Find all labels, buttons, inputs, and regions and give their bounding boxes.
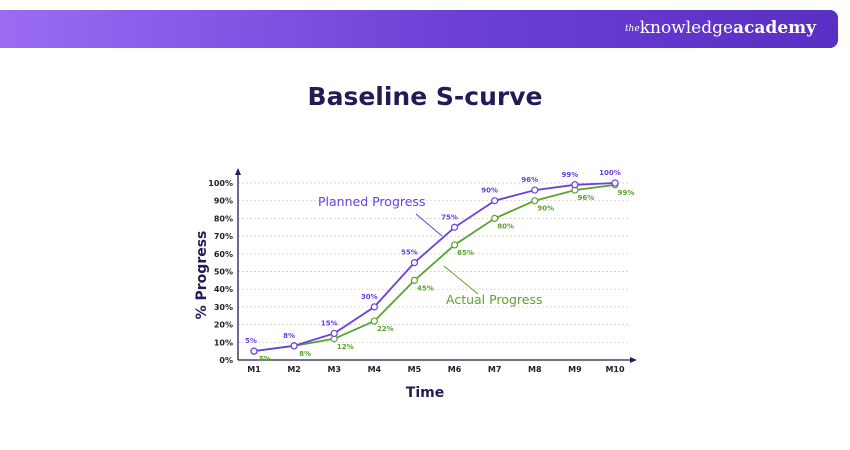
x-tick-label: M2 [287, 365, 301, 374]
actual-progress-point [450, 241, 459, 249]
planned-data-label: 96% [521, 176, 538, 184]
actual-progress-point [370, 317, 378, 325]
planned-progress-point [611, 179, 619, 187]
y-tick-label: 50% [214, 268, 233, 277]
x-tick-label: M10 [605, 365, 625, 374]
planned-progress-point [571, 181, 579, 189]
header-banner: theknowledgeacademy [0, 10, 838, 48]
actual-data-label: 8% [299, 350, 311, 358]
planned-progress-point [290, 342, 298, 350]
actual-data-label: 99% [618, 189, 635, 197]
y-tick-label: 60% [214, 250, 233, 259]
planned-data-label: 90% [481, 187, 498, 195]
planned-progress-point [370, 303, 378, 311]
brand-name-light: knowledge [639, 18, 734, 38]
actual-progress-point [410, 276, 419, 284]
planned-progress-line [253, 182, 616, 352]
y-tick-label: 20% [214, 321, 233, 330]
brand-prefix: the [624, 24, 640, 34]
x-tick-label: M3 [327, 365, 341, 374]
actual-data-label: 22% [377, 325, 394, 333]
actual-progress-annotation: Actual Progress [446, 292, 542, 307]
y-tick-label: 10% [214, 338, 233, 347]
y-axis-title: % Progress [194, 231, 210, 320]
actual-data-label: 65% [457, 249, 474, 257]
x-tick-label: M6 [448, 365, 462, 374]
y-tick-label: 100% [208, 179, 233, 188]
x-tick-label: M9 [568, 365, 582, 374]
x-tick-label: M7 [488, 365, 502, 374]
x-tick-label: M1 [247, 365, 261, 374]
actual-progress-point [491, 214, 499, 222]
planned-progress-point [531, 186, 539, 194]
planned-data-label: 15% [321, 319, 338, 327]
actual-annotation-leader [443, 265, 479, 295]
actual-data-label: 5% [259, 355, 271, 363]
planned-data-label: 55% [401, 249, 418, 257]
y-axis-arrow [235, 168, 241, 175]
y-tick-label: 80% [214, 214, 233, 223]
y-tick-label: 90% [214, 197, 233, 206]
x-tick-label: M8 [528, 365, 542, 374]
planned-data-label: 5% [245, 337, 257, 345]
y-tick-label: 0% [219, 356, 233, 365]
planned-progress-point [410, 259, 419, 267]
x-axis-arrow [630, 357, 637, 363]
actual-data-label: 90% [537, 205, 554, 213]
planned-data-label: 99% [562, 171, 579, 179]
planned-progress-point [250, 347, 258, 355]
actual-data-label: 12% [337, 343, 354, 351]
planned-data-label: 30% [361, 293, 378, 301]
page-title: Baseline S-curve [307, 82, 543, 111]
planned-data-label: 100% [599, 169, 621, 177]
planned-annotation-leader [415, 213, 443, 237]
brand-logo[interactable]: theknowledgeacademy [625, 18, 816, 38]
x-tick-label: M5 [408, 365, 422, 374]
planned-progress-point [450, 223, 459, 231]
y-tick-label: 30% [214, 303, 233, 312]
planned-progress-point [491, 197, 499, 205]
actual-data-label: 96% [578, 194, 595, 202]
brand-name-bold: academy [733, 18, 816, 38]
planned-data-label: 75% [441, 213, 458, 221]
actual-progress-point [531, 197, 539, 205]
y-tick-label: 40% [214, 285, 233, 294]
actual-data-label: 80% [497, 222, 514, 230]
planned-data-label: 8% [283, 332, 295, 340]
x-tick-label: M4 [368, 365, 382, 374]
y-tick-label: 70% [214, 232, 233, 241]
actual-data-label: 45% [417, 284, 434, 292]
planned-progress-annotation: Planned Progress [318, 194, 425, 209]
planned-progress-point [330, 329, 338, 338]
actual-progress-line [253, 183, 616, 352]
x-axis-title: Time [406, 385, 444, 401]
